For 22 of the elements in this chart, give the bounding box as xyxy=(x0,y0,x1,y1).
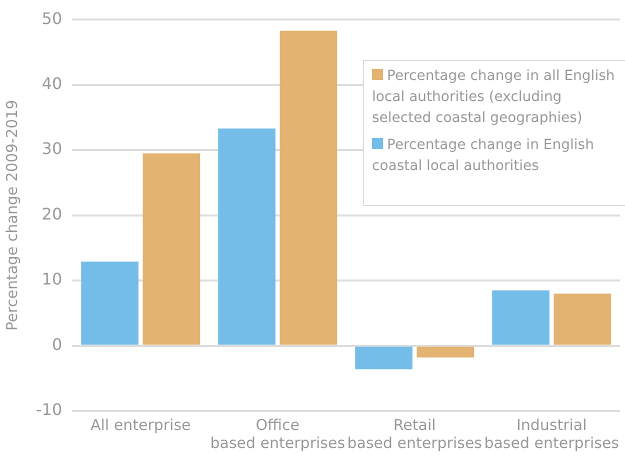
x-tick-label: All enterprise xyxy=(90,416,191,434)
y-tick-label: 0 xyxy=(52,334,62,354)
y-tick-label: 40 xyxy=(42,74,62,93)
bar xyxy=(280,30,338,345)
bar xyxy=(355,346,412,370)
legend-label: Percentage change in all English local authorities (excluding selected coastal geographies) xyxy=(372,67,616,128)
y-axis-title: Percentage change 2009-2019 xyxy=(2,100,21,331)
x-tick-label: Industrial based enterprises xyxy=(484,416,620,452)
y-tick-label: -10 xyxy=(36,400,62,420)
y-tick-label: 30 xyxy=(42,139,62,158)
bar xyxy=(554,294,612,345)
bar xyxy=(416,346,474,358)
y-tick-label: 20 xyxy=(42,204,62,224)
bar xyxy=(142,153,200,345)
x-tick-label: Office based enterprises xyxy=(210,416,346,452)
legend-label: Percentage change in English coastal local authorities xyxy=(372,136,595,176)
bar xyxy=(81,262,138,345)
y-tick-label: 50 xyxy=(42,8,62,28)
bar xyxy=(492,290,550,345)
y-tick-label: 10 xyxy=(42,270,62,289)
x-tick-label: Retail based enterprises xyxy=(347,416,482,452)
bar xyxy=(218,128,276,345)
